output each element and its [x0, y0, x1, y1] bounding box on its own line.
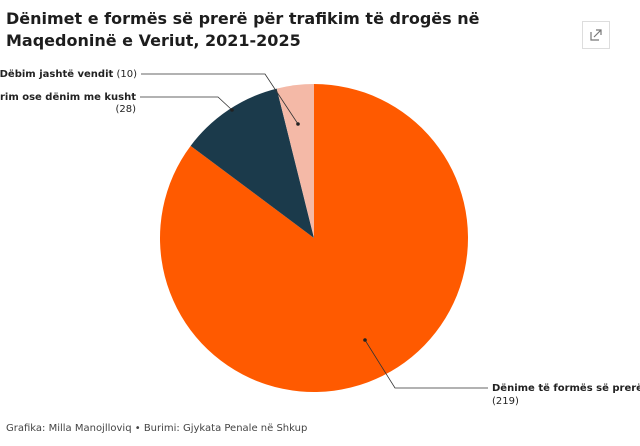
leader-dot	[230, 108, 234, 112]
footer: Grafika: Milla Manojlloviq • Burimi: Gjy…	[6, 423, 308, 434]
pie-slice	[190, 88, 314, 238]
chart-title: Dënimet e formës së prerë për trafikim t…	[6, 9, 480, 50]
leader-dot	[296, 122, 300, 126]
pie-slice	[160, 84, 469, 392]
expand-button[interactable]	[582, 21, 610, 49]
category-label: Lirim ose dënim me kusht	[0, 92, 136, 103]
category-label: Dënime të formës së prerë	[492, 383, 640, 394]
category-label: Dëbim jashtë vendit	[0, 69, 113, 80]
slice-label: Dëbim jashtë vendit (10)	[0, 69, 137, 80]
leader-line	[364, 339, 488, 389]
pie-slice	[276, 84, 314, 238]
value-label: (28)	[115, 104, 136, 115]
value-label: (10)	[116, 69, 137, 80]
leader-dot	[363, 338, 367, 342]
value-label: (219)	[492, 396, 519, 407]
expand-icon	[590, 29, 602, 41]
leader-line	[140, 96, 233, 111]
chart: Dënime të formës së prerë (219) Lirim ose …	[0, 69, 640, 407]
leader-line	[141, 73, 299, 125]
